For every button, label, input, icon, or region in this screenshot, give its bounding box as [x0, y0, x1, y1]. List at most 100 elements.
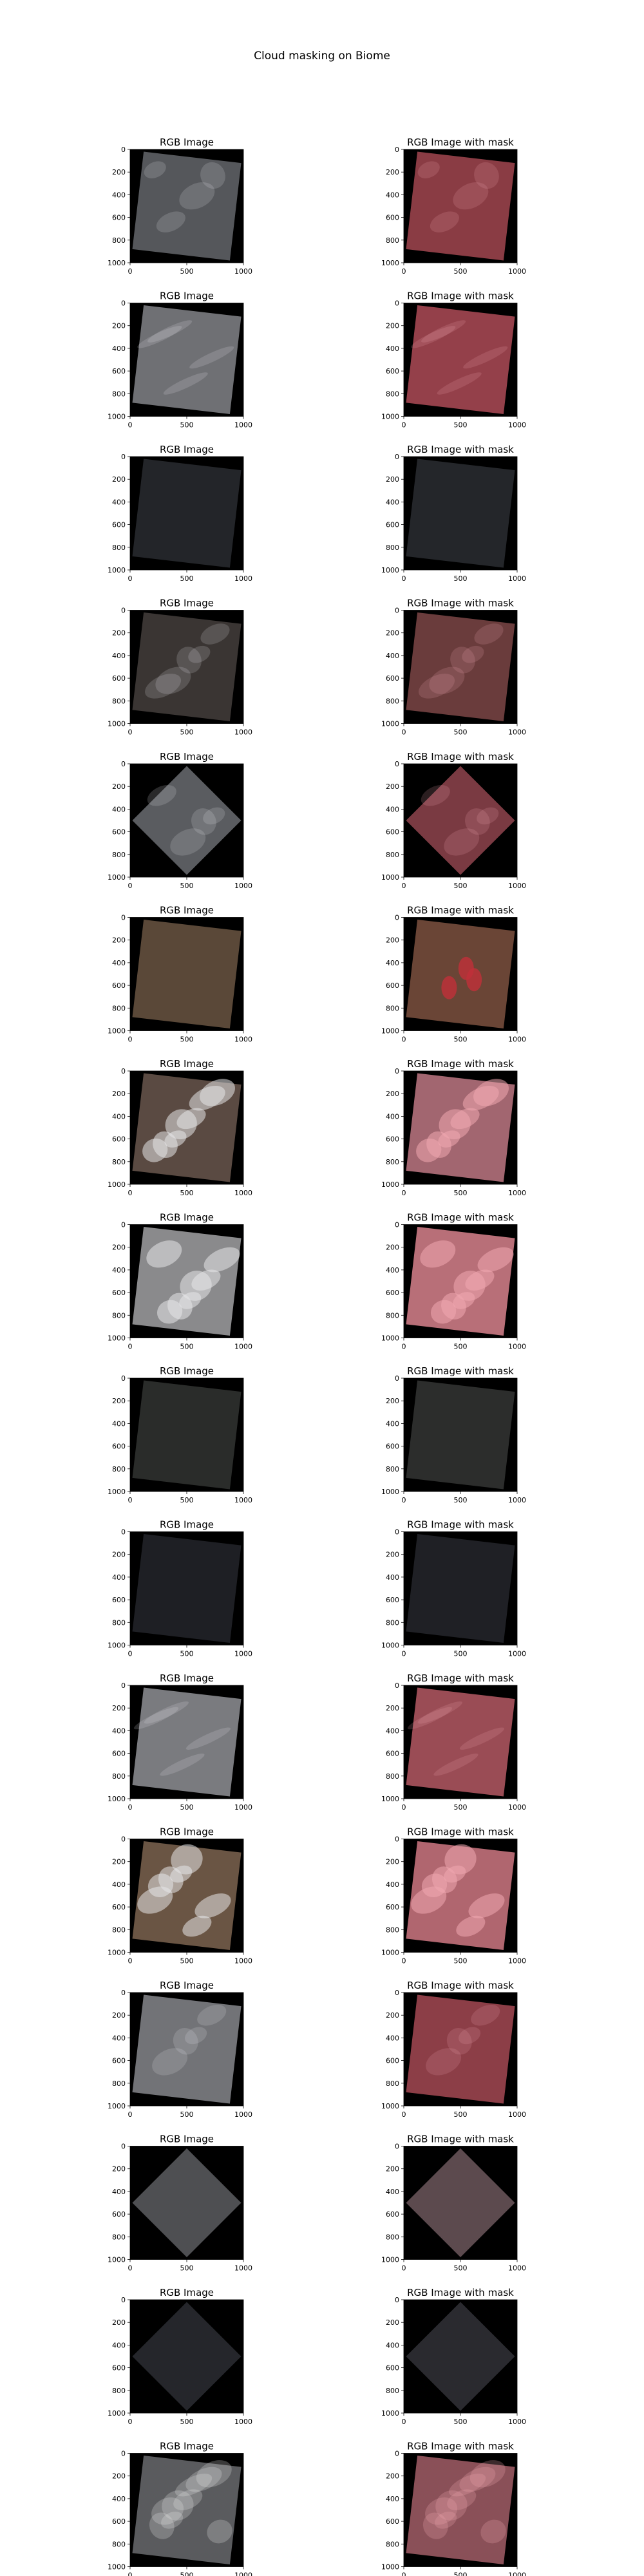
y-tick-label: 600: [112, 1289, 126, 1297]
scene-footprint: [132, 305, 242, 414]
x-tick-label: 0: [128, 421, 133, 430]
x-tick-label: 0: [128, 267, 133, 276]
cloud-patch: [161, 2512, 184, 2529]
cloud-patch: [144, 161, 166, 178]
cloud-patch: [462, 645, 484, 663]
y-tick-label: 0: [395, 760, 399, 768]
y-tick-label: 1000: [108, 873, 126, 882]
y-tick-label: 600: [112, 2364, 126, 2372]
cloud-patch: [171, 1844, 203, 1875]
x-tick-label: 500: [180, 882, 194, 890]
y-tick-label: 800: [112, 851, 126, 859]
y-tick-label: 800: [386, 851, 399, 859]
cloud-patch: [407, 1707, 453, 1730]
mask-spot: [466, 968, 482, 992]
subplot-title: RGB Image with mask: [407, 2441, 514, 2452]
x-tick-label: 500: [180, 1496, 194, 1504]
subplot-title: RGB Image with mask: [407, 905, 514, 916]
cloud-patch: [477, 1247, 514, 1273]
y-tick-label: 0: [395, 1221, 399, 1229]
x-tick-label: 500: [180, 1189, 194, 1197]
cloud-patch: [430, 211, 459, 232]
y-tick-label: 600: [386, 1135, 399, 1144]
scene-footprint: [406, 612, 515, 721]
y-tick-label: 1000: [108, 2409, 126, 2418]
x-tick-label: 0: [402, 1650, 406, 1658]
subplot-title: RGB Image: [160, 1058, 214, 1070]
y-tick-label: 200: [386, 782, 399, 791]
cloud-patch: [196, 2460, 232, 2488]
y-tick-label: 200: [112, 629, 126, 638]
y-tick-label: 0: [395, 453, 399, 461]
cloud-patch: [450, 647, 475, 674]
x-tick-label: 0: [402, 421, 406, 430]
y-tick-label: 400: [112, 1266, 126, 1274]
y-tick-label: 400: [386, 2495, 399, 2503]
x-tick-label: 0: [402, 1957, 406, 1965]
y-tick-label: 800: [386, 1311, 399, 1320]
y-tick-label: 1000: [108, 1180, 126, 1189]
y-tick-label: 600: [386, 2210, 399, 2219]
x-tick-label: 0: [128, 2418, 133, 2426]
y-tick-label: 600: [112, 981, 126, 990]
scene-footprint: [132, 1534, 242, 1643]
y-tick-label: 0: [395, 1374, 399, 1383]
cloud-patch: [160, 1753, 205, 1776]
cloud-patch: [437, 372, 482, 395]
x-tick-label: 1000: [234, 882, 252, 890]
subplot-title: RGB Image: [160, 1826, 214, 1838]
y-tick-label: 400: [386, 1573, 399, 1582]
scene-footprint: [406, 151, 515, 261]
y-tick-label: 200: [112, 2165, 126, 2174]
subplot-title: RGB Image with mask: [407, 1058, 514, 1070]
y-tick-label: 1000: [381, 720, 399, 728]
x-tick-label: 500: [180, 728, 194, 737]
x-tick-label: 500: [180, 1803, 194, 1812]
cloud-patch: [456, 1915, 486, 1937]
y-tick-label: 1000: [381, 259, 399, 267]
x-tick-label: 0: [402, 2418, 406, 2426]
y-tick-label: 600: [112, 674, 126, 683]
y-tick-label: 800: [386, 1772, 399, 1781]
x-tick-label: 500: [454, 1650, 468, 1658]
cloud-patch: [459, 1727, 505, 1750]
y-tick-label: 600: [386, 674, 399, 683]
x-tick-label: 500: [454, 421, 468, 430]
cloud-patch: [189, 346, 234, 369]
y-tick-label: 200: [386, 1704, 399, 1712]
scene-footprint: [406, 1994, 515, 2104]
y-tick-label: 600: [386, 1443, 399, 1451]
x-tick-label: 500: [454, 1343, 468, 1351]
x-tick-label: 0: [402, 1496, 406, 1504]
x-tick-label: 1000: [508, 1496, 526, 1504]
cloud-patch: [417, 161, 440, 178]
y-tick-label: 200: [112, 2472, 126, 2481]
x-tick-label: 0: [128, 728, 133, 737]
x-tick-label: 1000: [508, 1036, 526, 1044]
x-tick-label: 500: [180, 2571, 194, 2576]
y-tick-label: 800: [112, 2540, 126, 2548]
y-tick-label: 600: [386, 367, 399, 375]
cloud-patch: [420, 1240, 456, 1268]
y-tick-label: 0: [121, 607, 126, 615]
cloud-patch: [435, 2490, 468, 2521]
x-tick-label: 500: [454, 2571, 468, 2576]
x-tick-label: 1000: [508, 1343, 526, 1351]
y-tick-label: 600: [386, 1750, 399, 1758]
cloud-patch: [200, 162, 225, 189]
x-tick-label: 1000: [234, 421, 252, 430]
scene-footprint: [132, 459, 242, 568]
y-tick-label: 400: [112, 498, 126, 506]
cloud-patch: [173, 2489, 203, 2510]
y-tick-label: 800: [112, 1772, 126, 1781]
y-tick-label: 0: [395, 1835, 399, 1844]
y-tick-label: 1000: [108, 1027, 126, 1036]
y-tick-label: 0: [395, 1067, 399, 1075]
y-tick-label: 800: [112, 236, 126, 245]
